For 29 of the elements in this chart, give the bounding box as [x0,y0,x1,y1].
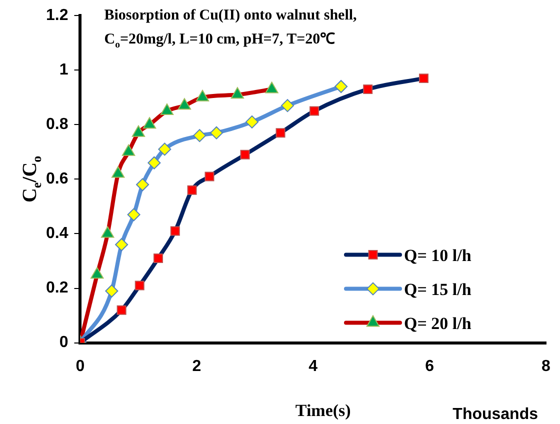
y-tick-label: 0.2 [46,280,68,297]
y-tick-label: 0.4 [46,225,68,242]
y-tick-label: 1 [59,62,68,79]
point [158,142,172,156]
point [105,284,118,298]
x-tick-label: 0 [76,358,85,375]
y-tick-label: 0.6 [46,170,68,188]
y-tick-label: 1.2 [46,7,68,24]
legend-label: Q= 10 l/h [404,246,472,265]
x-tick-label: 6 [425,358,434,375]
point [334,80,348,93]
y-axis-title: Ce/Co [19,156,44,203]
point [193,129,206,142]
x-tick-label: 8 [542,358,551,375]
point [281,99,294,112]
point [210,126,223,140]
x-tick-label: 4 [308,358,318,375]
point [245,115,258,128]
x-axis-title: Time(s) [295,401,351,420]
point [148,156,161,170]
point [115,238,128,252]
y-tick-label: 0 [59,334,68,352]
x-tick-label: 2 [192,358,202,375]
text: Thousands [452,406,538,423]
legend-label: Q= 20 l/h [404,314,472,333]
legend-label: Q= 15 l/h [404,280,472,299]
point [136,178,150,192]
point [127,208,140,222]
y-tick-label: 0.8 [46,116,68,134]
